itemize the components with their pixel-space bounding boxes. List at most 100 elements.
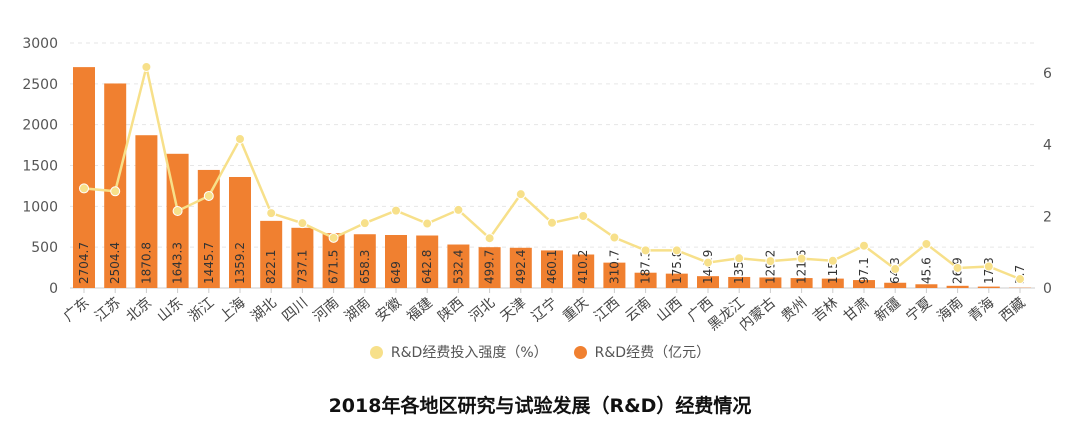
bar <box>884 282 907 288</box>
bar-value-label: 115 <box>826 261 840 284</box>
intensity-point <box>235 133 245 144</box>
bar <box>385 234 407 288</box>
intensity-point <box>484 233 495 244</box>
category-label: 重庆 <box>560 295 592 325</box>
bar-value-label: 1359.2 <box>233 242 247 284</box>
intensity-point <box>266 208 277 219</box>
bar-value-label: 135 <box>732 261 746 284</box>
category-label: 山西 <box>654 295 686 325</box>
intensity-point <box>609 232 620 243</box>
category-label: 安徽 <box>373 295 405 325</box>
category-label: 上海 <box>217 295 249 325</box>
category-label: 海南 <box>934 295 966 325</box>
intensity-point <box>547 217 557 228</box>
bar <box>509 247 532 288</box>
bar-value-label: 671.5 <box>327 250 341 284</box>
bar-value-label: 2504.4 <box>108 242 122 284</box>
bar <box>73 67 95 288</box>
legend-marker-expenditure <box>573 345 587 359</box>
legend: R&D经费投入强度（%） R&D经费（亿元） <box>0 342 1080 362</box>
bar <box>946 285 969 288</box>
intensity-point <box>391 205 401 216</box>
left-axis-tick: 1000 <box>22 199 58 215</box>
bar <box>821 278 844 288</box>
category-label: 新疆 <box>872 295 904 325</box>
bar-value-label: 310.7 <box>607 250 621 284</box>
legend-item-expenditure[interactable]: R&D经费（亿元） <box>573 342 711 362</box>
legend-label-intensity: R&D经费投入强度（%） <box>390 345 548 361</box>
bar-value-label: 642.8 <box>420 250 434 284</box>
category-label: 湖南 <box>342 295 374 325</box>
intensity-point <box>141 61 152 72</box>
category-label: 四川 <box>279 295 311 325</box>
intensity-point <box>297 218 308 229</box>
intensity-point <box>859 240 869 251</box>
bar <box>416 235 439 288</box>
legend-marker-intensity <box>369 345 383 359</box>
bar-value-label: 129.2 <box>763 250 777 284</box>
left-axis-tick: 2500 <box>22 77 58 93</box>
bar <box>697 276 719 288</box>
bar <box>759 277 782 288</box>
bar-value-label: 1445.7 <box>202 242 216 284</box>
bar <box>572 254 595 288</box>
intensity-point <box>671 245 682 256</box>
intensity-point <box>890 264 901 275</box>
intensity-point <box>827 255 838 266</box>
right-axis-tick: 0 <box>1043 281 1052 297</box>
chart-title: 2018年各地区研究与试验发展（R&D）经费情况 <box>328 395 752 417</box>
intensity-point <box>703 257 713 268</box>
bar-value-label: 187.3 <box>639 250 653 284</box>
left-axis-tick: 2000 <box>22 118 58 134</box>
category-label: 福建 <box>404 295 436 325</box>
bar-value-label: 1643.3 <box>171 242 185 284</box>
intensity-point <box>110 186 121 197</box>
bar-value-label: 499.7 <box>483 250 497 284</box>
bar <box>915 284 938 288</box>
bar-value-label: 97.1 <box>857 257 871 284</box>
bar <box>478 247 501 288</box>
right-axis-tick: 2 <box>1043 209 1052 225</box>
bar <box>322 233 345 288</box>
category-label: 宁夏 <box>903 294 935 325</box>
category-label: 辽宁 <box>528 294 560 325</box>
category-label: 江西 <box>591 295 623 325</box>
bar-value-label: 532.4 <box>451 250 465 284</box>
intensity-point <box>453 204 464 215</box>
category-label: 广东 <box>61 295 93 325</box>
bar-value-label: 1870.8 <box>139 242 153 284</box>
left-axis-tick: 3000 <box>22 36 58 52</box>
category-label: 山东 <box>154 295 186 325</box>
chart: 0 500 1000 1500 2000 2500 3000 0 2 4 6 2704.7 广东 2504… <box>22 36 1052 334</box>
intensity-point <box>79 183 89 194</box>
category-label: 湖北 <box>248 295 280 325</box>
bar-value-label: 410.2 <box>576 250 590 284</box>
bar <box>665 273 688 288</box>
left-axis-tick: 0 <box>49 281 58 297</box>
bar <box>728 276 751 288</box>
category-label: 河北 <box>466 295 498 325</box>
category-label: 浙江 <box>186 295 218 325</box>
intensity-point <box>765 256 776 267</box>
intensity-point <box>359 218 370 229</box>
intensity-point <box>203 190 214 201</box>
intensity-point <box>515 189 526 200</box>
category-label: 吉林 <box>810 295 842 325</box>
bar-value-label: 460.1 <box>545 250 559 284</box>
legend-item-intensity[interactable]: R&D经费投入强度（%） <box>369 342 548 362</box>
bar-value-label: 492.4 <box>514 250 528 284</box>
category-label: 内蒙古 <box>737 295 779 334</box>
bar-value-label: 737.1 <box>295 250 309 284</box>
category-label: 西藏 <box>997 295 1029 325</box>
bar <box>447 244 470 288</box>
bar-value-label: 175.8 <box>670 250 684 284</box>
right-axis-tick: 4 <box>1043 138 1052 154</box>
legend-label-expenditure: R&D经费（亿元） <box>594 345 711 361</box>
left-axis-tick: 1500 <box>22 159 58 175</box>
intensity-point <box>578 211 589 222</box>
intensity-point <box>921 238 932 249</box>
right-axis-tick: 6 <box>1043 66 1052 82</box>
bar <box>135 135 158 288</box>
bar <box>353 234 376 288</box>
bar-value-label: 45.6 <box>919 257 933 284</box>
